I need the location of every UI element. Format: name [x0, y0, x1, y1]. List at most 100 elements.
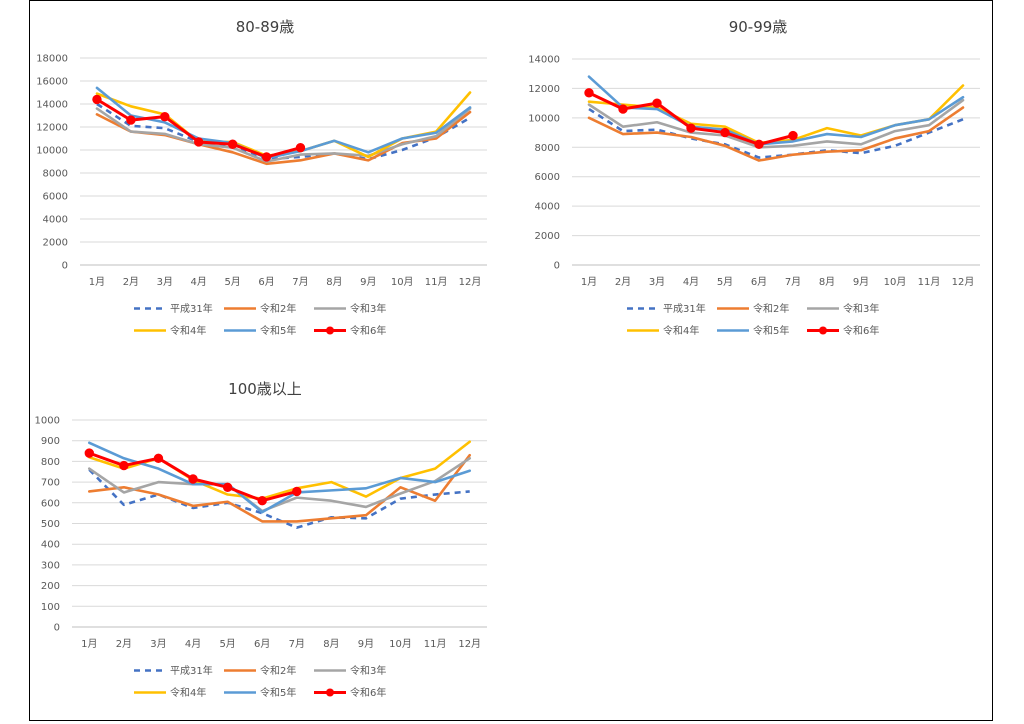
- chart-1: 80-89歳 0 2000 4000 6000 8000 10000 12000 14000 16…: [36, 18, 487, 337]
- legend-item: 令和2年: [224, 302, 296, 315]
- x-tick-label: 6月: [258, 276, 274, 288]
- x-tick-label: 1月: [81, 638, 97, 650]
- y-tick-label: 4000: [535, 202, 560, 213]
- series-line-令和3年: [87, 456, 472, 513]
- y-tick-label: 800: [41, 457, 60, 468]
- chart-title: 100歳以上: [228, 380, 302, 398]
- y-tick-label: 2000: [43, 238, 68, 249]
- legend-item: 令和4年: [627, 324, 699, 337]
- y-tick-label: 4000: [43, 215, 68, 226]
- chart-3: 100歳以上 0 100 200 300 400 500 600 700 800 900 1000 1月…: [35, 380, 487, 699]
- legend-item: 令和4年: [134, 324, 206, 337]
- data-point: [788, 130, 798, 141]
- data-point: [153, 453, 164, 463]
- figure-frame: [29, 0, 993, 721]
- legend-item: 令和6年: [314, 686, 386, 699]
- legend-item: 令和3年: [314, 302, 386, 315]
- legend-label: 令和4年: [170, 686, 206, 699]
- series-line-令和5年: [95, 86, 472, 160]
- legend-label: 平成31年: [170, 664, 213, 677]
- series-line-令和2年: [87, 453, 472, 523]
- x-tick-label: 2月: [615, 276, 631, 288]
- series-line-平成31年: [588, 107, 964, 159]
- y-tick-label: 8000: [43, 169, 68, 180]
- x-tick-label: 7月: [292, 276, 308, 288]
- x-tick-label: 10月: [391, 276, 414, 288]
- data-point: [618, 104, 628, 114]
- data-point: [126, 115, 136, 125]
- legend-label: 令和3年: [350, 664, 386, 677]
- x-tick-label: 4月: [185, 638, 201, 650]
- data-point: [292, 486, 302, 497]
- data-point: [261, 152, 272, 162]
- data-point: [227, 139, 238, 149]
- data-point: [188, 474, 198, 484]
- legend-item: 平成31年: [134, 302, 213, 315]
- series-line-令和3年: [587, 98, 965, 149]
- y-tick-label: 16000: [36, 77, 68, 88]
- y-tick-label: 0: [62, 261, 68, 272]
- y-tick-label: 0: [554, 261, 560, 272]
- x-tick-label: 1月: [89, 276, 105, 288]
- x-tick-label: 6月: [751, 276, 767, 288]
- chart-2: 90-99歳 0 2000 4000 6000 8000 10000 12000 14000 1月…: [528, 18, 980, 337]
- x-tick-label: 4月: [191, 276, 207, 288]
- data-point: [84, 448, 94, 458]
- data-point: [720, 127, 730, 138]
- x-tick-label: 12月: [952, 276, 975, 288]
- legend-item: 令和5年: [717, 324, 789, 337]
- data-point: [257, 496, 267, 506]
- y-tick-label: 0: [54, 623, 60, 634]
- legend-label: 令和6年: [843, 324, 879, 337]
- x-tick-label: 8月: [326, 276, 342, 288]
- x-tick-label: 10月: [884, 276, 907, 288]
- legend-label: 令和2年: [260, 664, 296, 677]
- series-line-令和3年: [95, 107, 472, 163]
- y-tick-label: 100: [41, 602, 60, 613]
- data-point: [584, 88, 594, 98]
- legend-label: 平成31年: [663, 302, 706, 315]
- data-point: [194, 137, 204, 147]
- y-tick-label: 700: [41, 478, 60, 489]
- x-tick-label: 11月: [918, 276, 941, 288]
- x-tick-label: 11月: [424, 638, 447, 650]
- x-tick-label: 5月: [224, 276, 240, 288]
- legend-label: 令和6年: [350, 324, 386, 337]
- y-tick-label: 900: [41, 436, 60, 447]
- y-tick-label: 12000: [528, 84, 560, 95]
- x-tick-label: 8月: [323, 638, 339, 650]
- x-tick-label: 7月: [785, 276, 801, 288]
- chart-title: 90-99歳: [729, 18, 788, 36]
- legend-marker: [326, 688, 334, 697]
- x-tick-label: 2月: [116, 638, 132, 650]
- legend-label: 令和4年: [170, 324, 206, 337]
- x-tick-label: 9月: [358, 638, 374, 650]
- legend-marker: [326, 326, 334, 335]
- series-line-令和5年: [87, 441, 472, 514]
- legend-item: 令和2年: [717, 302, 789, 315]
- legend-label: 令和3年: [350, 302, 386, 315]
- x-tick-label: 9月: [853, 276, 869, 288]
- y-tick-label: 14000: [36, 100, 68, 111]
- data-point: [222, 482, 233, 492]
- x-tick-label: 3月: [649, 276, 665, 288]
- legend-item: 令和3年: [314, 664, 386, 677]
- legend-label: 令和2年: [260, 302, 296, 315]
- y-tick-label: 2000: [535, 231, 560, 242]
- y-tick-label: 300: [41, 560, 60, 571]
- legend-item: 令和5年: [224, 324, 296, 337]
- y-tick-label: 6000: [43, 192, 68, 203]
- data-point: [754, 139, 764, 150]
- legend-item: 令和6年: [314, 324, 386, 337]
- y-tick-label: 1000: [35, 416, 60, 427]
- legend-item: 平成31年: [627, 302, 706, 315]
- data-point: [92, 94, 102, 105]
- x-tick-label: 7月: [289, 638, 305, 650]
- x-tick-label: 12月: [458, 638, 481, 650]
- x-tick-label: 6月: [254, 638, 270, 650]
- legend-item: 令和2年: [224, 664, 296, 677]
- y-tick-label: 8000: [535, 143, 560, 154]
- data-point: [119, 460, 129, 471]
- legend-label: 令和3年: [843, 302, 879, 315]
- legend-item: 令和4年: [134, 686, 206, 699]
